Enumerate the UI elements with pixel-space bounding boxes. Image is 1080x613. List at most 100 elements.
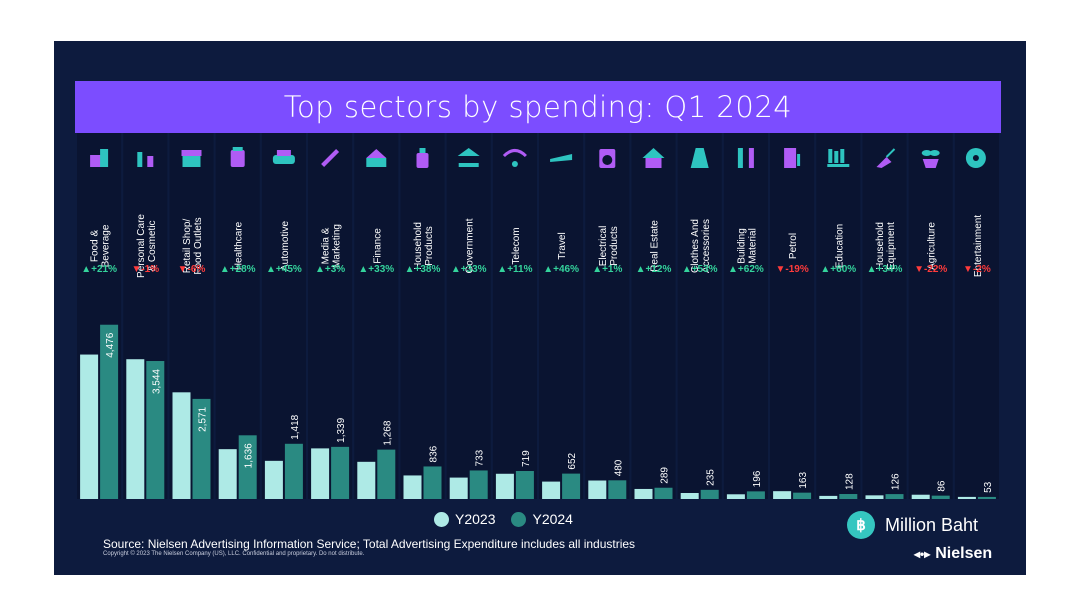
brand-name: Nielsen <box>935 545 993 562</box>
change-label: ▲+46% <box>543 264 579 275</box>
value-label: 1,636 <box>244 443 255 468</box>
category-label: Products <box>609 226 620 265</box>
bar-y2023 <box>773 491 792 499</box>
bar-y2024 <box>238 435 257 499</box>
baht-icon: ฿ <box>847 511 875 539</box>
government-building-icon <box>457 148 480 167</box>
change-label: ▲+12% <box>636 264 672 275</box>
value-label: 1,268 <box>382 420 393 445</box>
column-background <box>539 133 584 499</box>
bar-y2023 <box>126 359 145 499</box>
category-label: Products <box>424 226 435 265</box>
bar-y2023 <box>218 449 237 499</box>
chart-title: Top sectors by spending: Q1 2024 <box>283 90 793 124</box>
value-label: 128 <box>844 473 855 490</box>
bar-y2023 <box>449 477 468 499</box>
category-label: & Cosmetic <box>147 220 158 271</box>
plant-icon <box>921 150 940 168</box>
bar-y2023 <box>957 496 976 499</box>
category-label: Government <box>465 218 476 273</box>
bar-y2023 <box>726 494 745 499</box>
bar-y2024 <box>931 495 950 499</box>
column-background <box>308 133 353 499</box>
category-label: Finance <box>372 228 383 264</box>
value-label: 163 <box>798 472 809 489</box>
change-label: ▲+38% <box>405 264 441 275</box>
bar-y2023 <box>865 495 884 499</box>
bar-chart: Food & Beverage▲+21% 4,476 Personal Care & C… <box>77 133 999 499</box>
change-label: ▼-19% <box>775 264 808 275</box>
brand-logo: ◂•▸ Nielsen <box>914 545 992 563</box>
column-background <box>723 133 768 499</box>
category-label: Real Estate <box>650 220 661 272</box>
airplane-icon <box>550 154 573 162</box>
detergent-icon <box>416 148 429 168</box>
value-label: 719 <box>521 450 532 467</box>
change-label: ▲+62% <box>728 264 764 275</box>
column-background <box>492 133 537 499</box>
bar-y2024 <box>469 470 488 499</box>
category-label: Automotive <box>280 221 291 271</box>
change-label: ▲+11% <box>497 264 532 275</box>
megaphone-icon <box>321 149 340 167</box>
category-label: Retail Shop/ <box>182 219 193 274</box>
bar-y2023 <box>680 493 699 499</box>
category-label: Entertainment <box>973 215 984 277</box>
cosmetics-icon <box>137 152 154 167</box>
bar-y2024 <box>331 446 350 499</box>
value-label: 1,418 <box>290 414 301 439</box>
value-label: 480 <box>613 459 624 476</box>
column-background <box>354 133 399 499</box>
bar-y2024 <box>654 487 673 499</box>
change-label: ▲+3% <box>315 264 345 275</box>
bar-y2024 <box>377 449 396 499</box>
legend-label-y2024: Y2024 <box>532 511 573 527</box>
change-label: ▲+34% <box>867 264 903 275</box>
category-label: Agriculture <box>927 222 938 270</box>
category-label: Building <box>736 228 747 264</box>
column-background <box>400 133 445 499</box>
copyright-note: Copyright © 2023 The Nielsen Company (US… <box>103 551 365 557</box>
change-label: ▲+53% <box>682 264 718 275</box>
legend: Y2023 Y2024 <box>434 511 573 527</box>
category-label: Healthcare <box>234 221 245 270</box>
bar-y2024 <box>793 492 812 499</box>
broom-icon <box>876 148 896 168</box>
fuel-pump-icon <box>784 148 801 168</box>
category-label: Marketing <box>332 224 343 268</box>
bar-y2023 <box>819 495 838 499</box>
category-label: Telecom <box>511 227 522 264</box>
column-background <box>677 133 722 499</box>
legend-item-y2023: Y2023 <box>434 511 495 527</box>
change-label: ▲+21% <box>81 264 117 275</box>
bar-y2024 <box>746 491 765 499</box>
bar-y2024 <box>192 398 211 499</box>
legend-item-y2024: Y2024 <box>511 511 573 527</box>
bar-y2024 <box>146 361 165 499</box>
column-background <box>631 133 676 499</box>
bar-y2024 <box>515 471 534 499</box>
category-label: Clothes And <box>690 219 701 273</box>
medicine-icon <box>230 147 245 167</box>
value-label: 235 <box>706 469 717 486</box>
bar-y2023 <box>172 392 191 499</box>
value-label: 652 <box>567 452 578 469</box>
value-label: 4,476 <box>105 332 116 357</box>
bar-y2023 <box>634 488 653 499</box>
legend-swatch-y2023 <box>434 511 449 527</box>
bar-y2024 <box>608 480 627 499</box>
title-bar: Top sectors by spending: Q1 2024 <box>75 81 1001 133</box>
column-background <box>261 133 306 499</box>
category-label: Media & <box>321 227 332 264</box>
category-label: Electrical <box>598 226 609 267</box>
change-label: ▲+60% <box>820 264 856 275</box>
change-label: ▼-2% <box>963 264 991 275</box>
category-label: Food & <box>90 230 101 263</box>
column-background <box>770 133 815 499</box>
change-label: ▲+45% <box>266 264 302 275</box>
bar-y2024 <box>562 473 581 499</box>
bar-y2024 <box>423 466 442 499</box>
column-background <box>862 133 907 499</box>
value-label: 3,544 <box>151 369 162 394</box>
value-label: 196 <box>752 470 763 487</box>
